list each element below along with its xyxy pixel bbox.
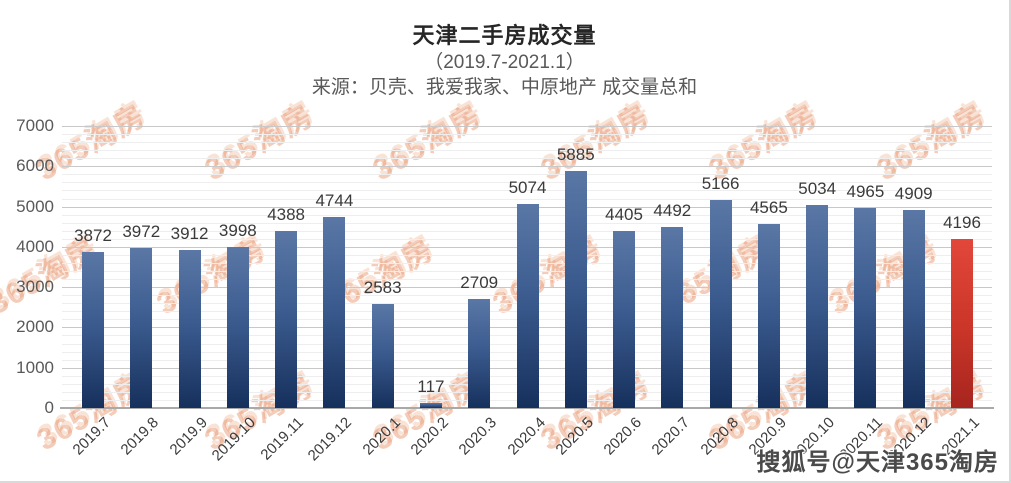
minor-gridline (62, 190, 992, 192)
bar-value-label: 5885 (556, 144, 595, 164)
chart-subtitle: （2019.7-2021.1） (424, 52, 585, 73)
bar (613, 230, 636, 408)
bar-value-label: 5034 (798, 179, 837, 199)
bar (275, 231, 298, 408)
bar-value-label: 4565 (749, 198, 788, 218)
x-tick-label: 2020.4 (504, 414, 549, 459)
bar (902, 210, 925, 408)
chart-title: 天津二手房成交量 (412, 23, 597, 48)
y-tick-label: 7000 (16, 116, 54, 135)
minor-gridline (62, 134, 992, 136)
bar-value-label: 5166 (701, 173, 740, 193)
x-tick-label: 2020.7 (648, 414, 694, 459)
x-tick-label: 2019.10 (208, 414, 259, 465)
bar-value-label: 4492 (653, 201, 692, 221)
bar (178, 250, 201, 408)
bar-value-label: 4909 (894, 184, 933, 204)
bar-value-label: 4405 (605, 204, 643, 224)
minor-gridline (62, 142, 992, 144)
x-tick-label: 2020.2 (407, 414, 452, 459)
bar (419, 403, 442, 408)
bar-value-label: 4965 (846, 181, 885, 201)
x-tick-label: 2019.12 (305, 414, 356, 465)
bar-value-label: 5074 (508, 177, 547, 197)
x-tick-label: 2019.7 (69, 414, 115, 459)
bar (516, 203, 539, 408)
x-tick-label: 2019.9 (166, 414, 211, 459)
y-tick-label: 0 (44, 398, 54, 417)
minor-gridline (62, 150, 992, 152)
y-tick-label: 4000 (16, 236, 54, 256)
x-tick-label: 2019.8 (117, 414, 163, 459)
bar (371, 303, 394, 408)
minor-gridline (62, 174, 992, 176)
x-tick-label: 2020.3 (455, 414, 501, 459)
bar-value-label: 117 (417, 377, 445, 397)
major-gridline (62, 166, 992, 168)
bar (806, 205, 829, 408)
bar (82, 252, 104, 408)
y-tick-label: 1000 (16, 357, 54, 377)
x-tick-label: 2020.8 (697, 414, 742, 459)
x-tick-label: 2019.11 (257, 414, 308, 464)
x-axis-line (60, 407, 994, 409)
bar-value-label: 3912 (170, 224, 209, 244)
chart-source: 来源：贝壳、我爱我家、中原地产 成交量总和 (311, 77, 698, 98)
bar (564, 170, 587, 408)
bar (757, 224, 780, 408)
minor-gridline (62, 198, 992, 200)
bar (854, 207, 877, 408)
minor-gridline (62, 182, 992, 184)
publisher-stamp: 搜狐号@天津365淘房 (756, 449, 999, 476)
y-tick-label: 2000 (16, 317, 54, 337)
x-tick-label: 2020.5 (552, 414, 597, 459)
y-tick-label: 5000 (16, 196, 54, 216)
bar (130, 247, 153, 408)
bar-value-label: 3972 (122, 221, 161, 241)
major-gridline (62, 126, 992, 127)
bar-value-label: 2583 (363, 277, 402, 297)
x-tick-label: 2020.1 (359, 414, 404, 459)
bar-value-label: 4744 (315, 190, 354, 210)
bar-value-label: 4196 (943, 212, 981, 232)
chart-header: 天津二手房成交量 （2019.7-2021.1） 来源：贝壳、我爱我家、中原地产… (0, 22, 1009, 100)
bar-value-label: 4388 (267, 205, 306, 225)
minor-gridline (62, 158, 992, 160)
bar (226, 246, 249, 408)
y-tick-label: 6000 (16, 156, 54, 176)
bar-value-label: 3872 (74, 226, 112, 245)
bar (951, 238, 973, 408)
bar (661, 227, 684, 408)
bar-value-label: 3998 (218, 220, 257, 240)
bar (468, 298, 491, 408)
y-tick-label: 3000 (16, 277, 54, 297)
bar (709, 199, 732, 408)
x-tick-label: 2020.6 (600, 414, 646, 459)
bar (323, 216, 346, 408)
bar-value-label: 2709 (460, 272, 499, 292)
